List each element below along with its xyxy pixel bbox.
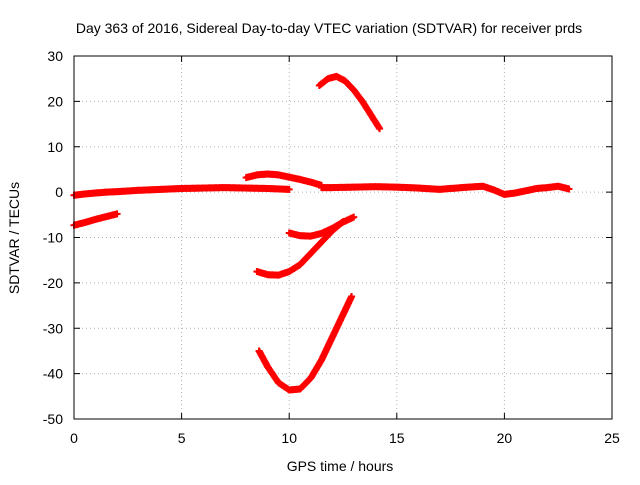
data-series bbox=[255, 292, 356, 394]
data-point bbox=[113, 210, 121, 218]
data-series bbox=[70, 210, 121, 229]
x-tick-label: 20 bbox=[497, 430, 513, 446]
data-point bbox=[565, 185, 573, 193]
data-point bbox=[339, 218, 347, 226]
x-tick-label: 5 bbox=[178, 430, 186, 446]
data-point bbox=[348, 292, 356, 300]
data-series bbox=[317, 182, 573, 198]
x-axis-label: GPS time / hours bbox=[287, 458, 394, 474]
x-tick-label: 0 bbox=[70, 430, 78, 446]
chart-title: Day 363 of 2016, Sidereal Day-to-day VTE… bbox=[76, 20, 582, 36]
y-tick-label: 10 bbox=[47, 139, 63, 155]
y-tick-label: -30 bbox=[43, 320, 63, 336]
data-series bbox=[70, 184, 293, 199]
y-tick-label: -50 bbox=[43, 411, 63, 427]
data-point bbox=[376, 125, 384, 133]
x-tick-label: 15 bbox=[389, 430, 405, 446]
y-tick-label: 0 bbox=[55, 184, 63, 200]
grid-layer bbox=[74, 56, 612, 419]
y-tick-label: -20 bbox=[43, 275, 63, 291]
data-point bbox=[350, 213, 358, 221]
tick-layer: 0 5 10 15 20 25 -50 -40 -30 -20 -10 0 10 20 30 bbox=[43, 48, 620, 446]
data-series bbox=[285, 213, 358, 240]
data-point bbox=[285, 185, 293, 193]
y-tick-label: 30 bbox=[47, 48, 63, 64]
data-series bbox=[315, 72, 384, 133]
data-series bbox=[242, 170, 325, 189]
y-tick-label: -40 bbox=[43, 366, 63, 382]
plot-frame bbox=[73, 55, 613, 420]
y-axis-label: SDTVAR / TECUs bbox=[6, 182, 22, 294]
marks-layer bbox=[70, 72, 573, 394]
x-tick-label: 25 bbox=[604, 430, 620, 446]
data-series bbox=[253, 218, 347, 279]
y-tick-label: 20 bbox=[47, 93, 63, 109]
x-tick-label: 10 bbox=[281, 430, 297, 446]
y-tick-label: -10 bbox=[43, 230, 63, 246]
